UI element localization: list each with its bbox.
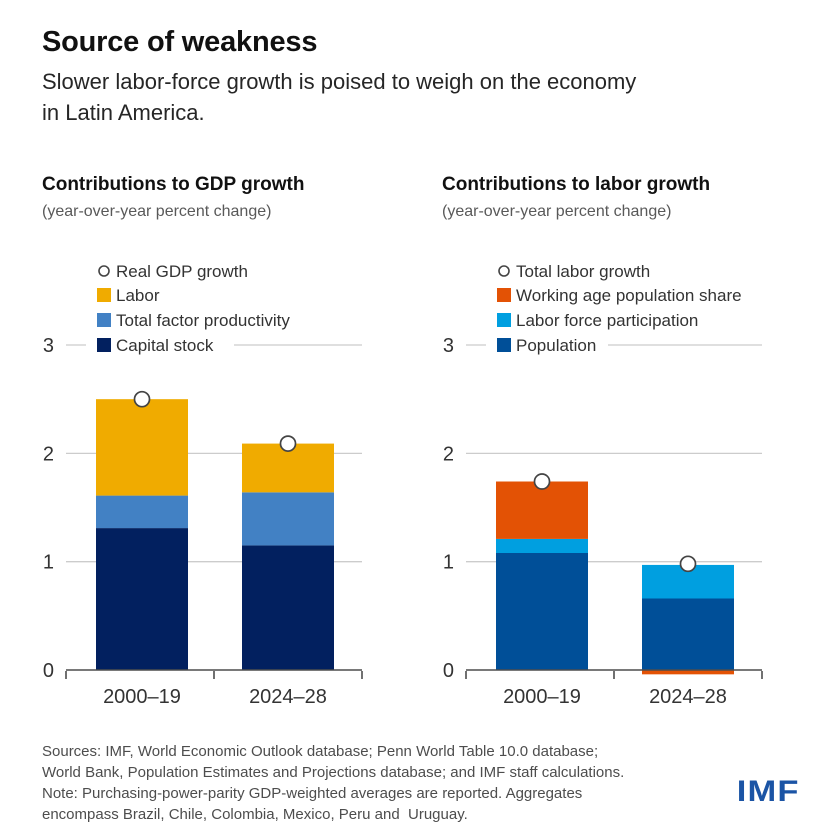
legend-label: Labor [116, 286, 160, 305]
panel-title-labor: Contributions to labor growth [442, 174, 711, 195]
source-line: Sources: IMF, World Economic Outlook dat… [42, 743, 599, 760]
marker-circle [533, 473, 551, 490]
y-tick-label: 3 [443, 335, 454, 357]
legend-label: Working age population share [516, 286, 742, 305]
source-line: Note: Purchasing-power-parity GDP-weight… [42, 785, 583, 802]
legend-swatch [497, 288, 511, 302]
x-category-label: 2000–19 [103, 686, 181, 708]
x-category-label: 2024–28 [649, 686, 727, 708]
legend-swatch [97, 313, 111, 327]
y-tick-label: 3 [43, 335, 54, 357]
bar-segment [242, 545, 334, 670]
marker-circle [679, 555, 697, 573]
y-tick-label: 0 [43, 660, 54, 682]
bar-segment [96, 528, 188, 670]
page-subtitle-line-2: in Latin America. [42, 100, 205, 125]
bar-segment [242, 492, 334, 546]
panel-title-gdp: Contributions to GDP growth [42, 174, 305, 195]
source-line: encompass Brazil, Chile, Colombia, Mexic… [42, 806, 468, 823]
x-category-label: 2000–19 [503, 686, 581, 708]
legend-label: Population [516, 336, 596, 355]
gdp-growth-chart: 0 1 2 3 2000–19 2024–28 Real GDP growth Labor To… [43, 262, 363, 708]
bar-segment [642, 598, 734, 670]
labor-growth-chart: 0 1 2 3 2000–19 2024–28 Total labor growth Work… [443, 262, 763, 708]
panel-units-gdp: (year-over-year percent change) [42, 203, 272, 220]
marker-circle [279, 435, 297, 452]
legend-label: Total labor growth [516, 262, 650, 281]
panel-labor-growth: Contributions to labor growth (year-over… [430, 166, 825, 726]
bar-segment [496, 481, 588, 539]
y-tick-label: 1 [443, 552, 454, 574]
y-tick-label: 2 [443, 443, 454, 465]
legend-marker-circle [98, 265, 110, 277]
bar-segment [96, 495, 188, 529]
y-tick-label: 0 [443, 660, 454, 682]
marker-circle [133, 390, 151, 408]
legend-swatch [497, 338, 511, 352]
legend-label: Total factor productivity [116, 311, 290, 330]
bar-segment [96, 399, 188, 496]
page-subtitle: Slower labor-force growth is poised to w… [42, 66, 636, 128]
imf-logo: IMF [737, 775, 800, 808]
legend-swatch [97, 288, 111, 302]
x-category-label: 2024–28 [249, 686, 327, 708]
panel-units-labor: (year-over-year percent change) [442, 203, 672, 220]
bar-segment [642, 670, 734, 675]
bar-segment [496, 553, 588, 670]
legend-swatch [97, 338, 111, 352]
y-tick-label: 1 [43, 552, 54, 574]
page-title: Source of weakness [42, 26, 318, 58]
legend-label: Labor force participation [516, 311, 698, 330]
legend-swatch [497, 313, 511, 327]
legend-label: Real GDP growth [116, 262, 248, 281]
page-subtitle-line-1: Slower labor-force growth is poised to w… [42, 69, 637, 94]
y-tick-label: 2 [43, 443, 54, 465]
source-line: World Bank, Population Estimates and Pro… [42, 764, 625, 781]
source-note: Sources: IMF, World Economic Outlook dat… [42, 741, 702, 825]
legend-marker-circle [498, 265, 510, 277]
bar-segment [496, 538, 588, 554]
panel-gdp-growth: Contributions to GDP growth (year-over-y… [30, 166, 425, 726]
legend-label: Capital stock [116, 336, 214, 355]
